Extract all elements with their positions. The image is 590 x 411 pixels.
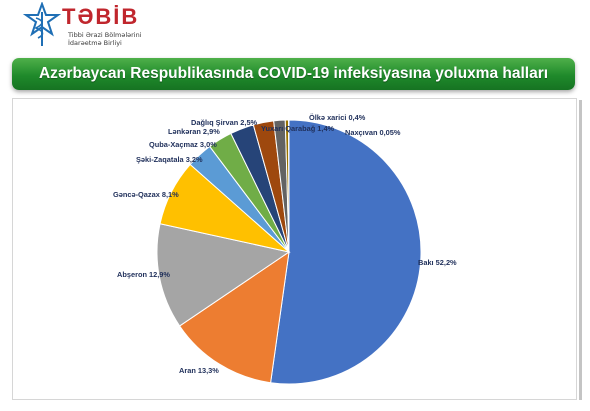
frame-edge bbox=[579, 100, 582, 400]
caduceus-star-icon bbox=[22, 2, 62, 46]
title-banner: Azərbaycan Respublikasında COVID-19 infe… bbox=[12, 58, 575, 90]
data-label-3: Abşeron 12,9% bbox=[117, 270, 170, 279]
data-label-8: Dağlıq Şirvan 2,5% bbox=[191, 118, 258, 127]
logo-wordmark: TƏBİB bbox=[62, 4, 140, 29]
pie-chart: Bakı 52,2% Aran 13,3% Abşeron 12,9% Gəncə-Q… bbox=[113, 113, 457, 385]
data-label-7: Lənkəran 2,9% bbox=[168, 127, 220, 136]
data-label-6: Quba-Xaçmaz 3,0% bbox=[149, 140, 217, 149]
logo-subtitle-line-1: Tibbi Ərazi Bölmələrini bbox=[68, 31, 142, 39]
data-label-9: Yuxarı Qarabağ 1,4% bbox=[261, 124, 335, 133]
tebib-logo: TƏBİB Tibbi Ərazi Bölmələrini İdarəetmə … bbox=[22, 2, 182, 54]
data-label-2: Aran 13,3% bbox=[179, 366, 219, 375]
logo-subtitle-line-2: İdarəetmə Birliyi bbox=[68, 39, 122, 47]
data-label-5: Şəki-Zaqatala 3,2% bbox=[136, 155, 203, 164]
pie-slice-bakı bbox=[270, 119, 422, 385]
data-label-1: Bakı 52,2% bbox=[418, 258, 457, 267]
chart-title: Azərbaycan Respublikasında COVID-19 infe… bbox=[38, 65, 549, 82]
data-label-4: Gəncə-Qazax 8,1% bbox=[113, 190, 179, 199]
logo-subtitle: Tibbi Ərazi Bölmələrini İdarəetmə Birliy… bbox=[68, 31, 142, 47]
data-label-11: Naxçıvan 0,05% bbox=[345, 128, 401, 137]
pie-slice-aran bbox=[178, 250, 290, 384]
chart-area: Bakı 52,2% Aran 13,3% Abşeron 12,9% Gəncə-Q… bbox=[12, 98, 577, 400]
pie-slice-abşeron bbox=[156, 223, 291, 327]
data-label-10: Ölkə xarici 0,4% bbox=[309, 113, 366, 122]
